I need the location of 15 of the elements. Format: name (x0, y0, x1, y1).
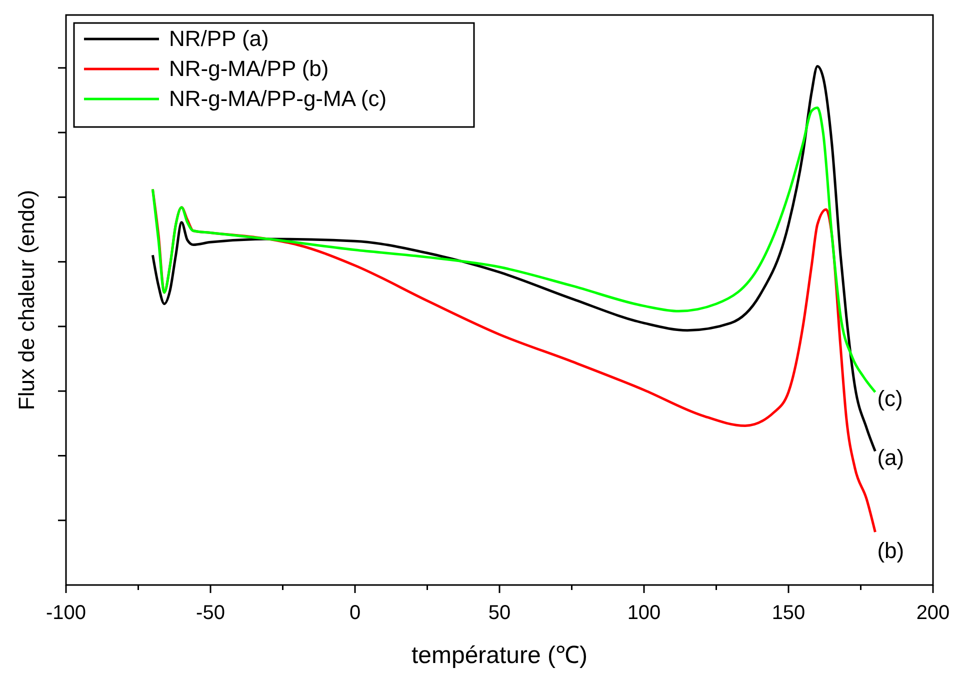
annotation: (c) (877, 386, 903, 412)
annotation: (a) (877, 445, 904, 470)
x-tick-label: 50 (488, 602, 511, 624)
legend-label: NR-g-MA/PP-g-MA (c) (169, 86, 387, 111)
x-tick-label: 150 (772, 602, 806, 624)
x-tick-label: 0 (349, 602, 361, 624)
x-axis-title: température (℃) (411, 642, 588, 669)
legend-label: NR-g-MA/PP (b) (169, 56, 329, 81)
annotation: (b) (877, 538, 904, 564)
legend-label: NR/PP (a) (169, 26, 269, 51)
x-tick-label: 200 (916, 602, 950, 624)
x-tick-label: -50 (196, 602, 225, 624)
y-axis-title: Flux de chaleur (endo) (14, 190, 39, 410)
x-tick-label: 100 (627, 602, 661, 624)
x-tick-label: -100 (46, 602, 86, 624)
